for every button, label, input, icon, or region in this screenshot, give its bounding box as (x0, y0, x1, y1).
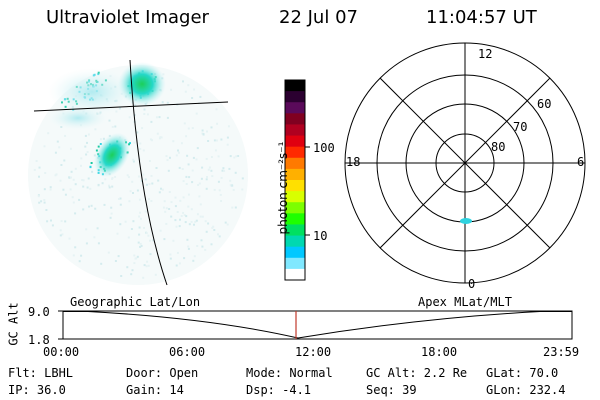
geographic-image-panel (28, 59, 248, 286)
auroral-oval-bright (118, 62, 166, 106)
colorbar-gradient (285, 80, 305, 281)
status-flt: Flt: LBHL (8, 366, 74, 380)
colorbar-band (285, 257, 305, 270)
colorbar-band (285, 157, 305, 170)
colorbar-band (285, 91, 305, 103)
mlat-label-80: 80 (491, 140, 506, 154)
colorbar-band (285, 135, 305, 148)
colorbar-band (285, 224, 305, 237)
status-ip: IP: 36.0 (8, 383, 66, 397)
colorbar-tick-10: 10 (313, 229, 328, 243)
colorbar-band (285, 213, 305, 226)
colorbar-band (285, 102, 305, 114)
altitude-ytick-9: 9.0 (28, 305, 50, 319)
polar-grid (344, 42, 586, 284)
polar-emission-spot (460, 218, 472, 224)
colorbar-band (285, 80, 305, 92)
altitude-plot (58, 310, 573, 340)
mlat-label-70: 70 (513, 120, 528, 134)
colorbar-band (285, 113, 305, 126)
status-gain: Gain: 14 (126, 383, 184, 397)
colorbar-band (285, 124, 305, 137)
instrument-title: Ultraviolet Imager (46, 7, 209, 28)
mlat-label-60: 60 (537, 97, 552, 111)
geographic-panel-label: Geographic Lat/Lon (70, 295, 201, 309)
status-glon: GLon: 232.4 (486, 383, 566, 397)
colorbar (284, 79, 310, 281)
status-mode: Mode: Normal (246, 366, 333, 380)
colorbar-band (285, 235, 305, 248)
altitude-ytick-1.8: 1.8 (28, 333, 50, 347)
mlt-label-12: 12 (478, 47, 493, 61)
status-door: Door: Open (126, 366, 199, 380)
mlt-label-0: 0 (468, 277, 476, 291)
colorbar-band (285, 180, 305, 192)
geo-latitude-line (33, 101, 229, 112)
mlt-label-6: 6 (577, 155, 585, 169)
geo-longitude-line (129, 59, 168, 286)
mlt-label-18: 18 (346, 155, 361, 169)
colorbar-band (285, 268, 305, 281)
xtick-0000: 00:00 (43, 345, 80, 359)
xtick-1800: 18:00 (421, 345, 458, 359)
auroral-arc (93, 132, 131, 178)
xtick-0600: 06:00 (169, 345, 206, 359)
xtick-2359: 23:59 (543, 345, 580, 359)
xtick-1200: 12:00 (295, 345, 332, 359)
colorbar-unit-label: photon cm⁻²s⁻¹ (276, 141, 290, 235)
colorbar-band (285, 202, 305, 214)
status-dsp: Dsp: -4.1 (246, 383, 312, 397)
colorbar-band (285, 246, 305, 259)
apex-panel-label: Apex MLat/MLT (418, 295, 512, 309)
status-glat: GLat: 70.0 (486, 366, 559, 380)
time-label: 11:04:57 UT (426, 7, 537, 28)
status-seq: Seq: 39 (366, 383, 417, 397)
altitude-ylabel: GC Alt (6, 302, 21, 346)
status-gc-alt: GC Alt: 2.2 Re (366, 366, 468, 380)
colorbar-band (285, 146, 305, 159)
colorbar-band (285, 191, 305, 203)
altitude-curve (63, 311, 572, 339)
colorbar-tick-100: 100 (313, 141, 335, 155)
colorbar-band (285, 168, 305, 181)
date-label: 22 Jul 07 (279, 7, 358, 28)
